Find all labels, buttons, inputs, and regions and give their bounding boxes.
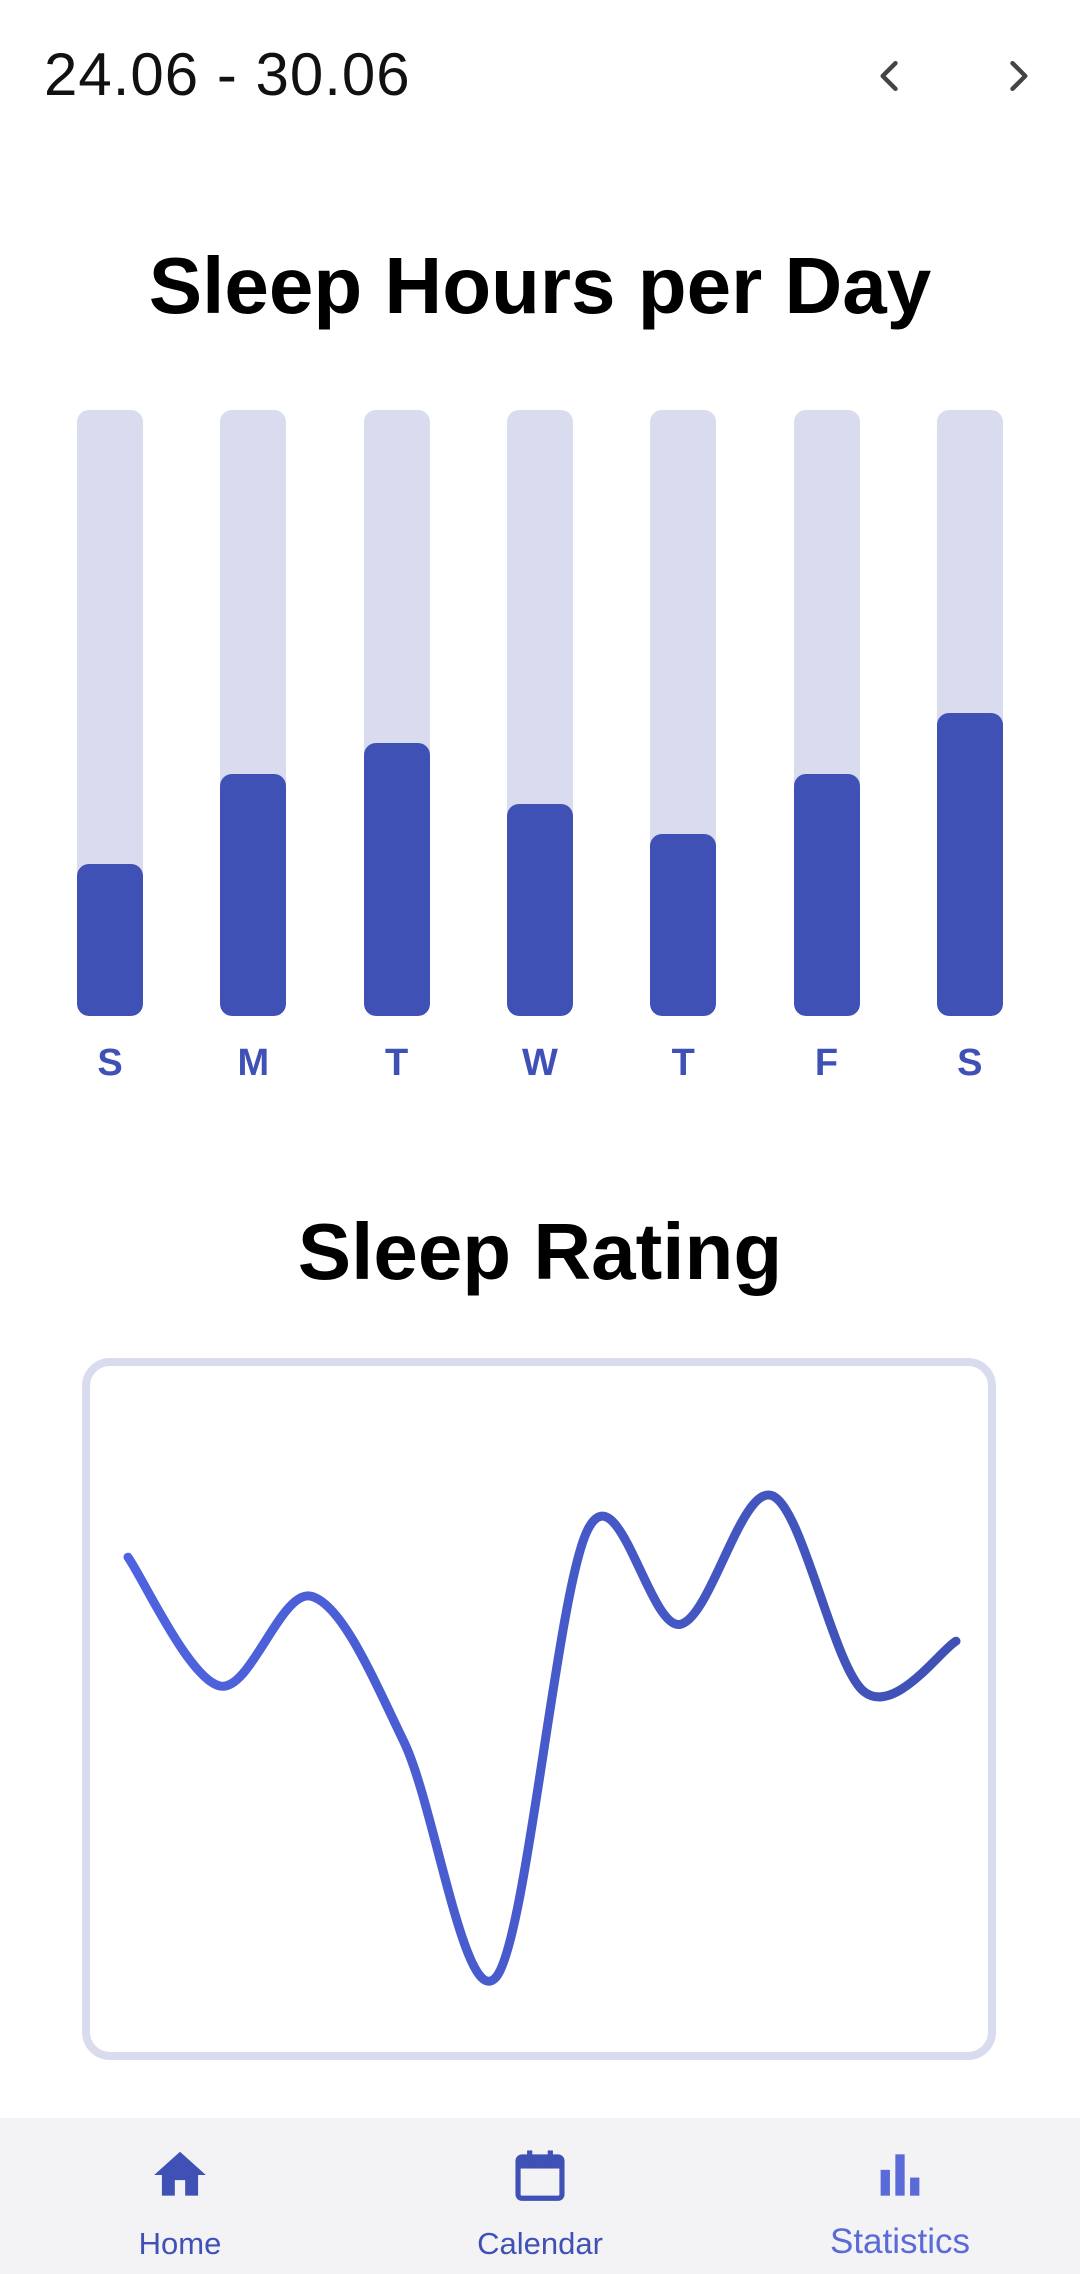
bar-track xyxy=(220,410,287,1016)
previous-week-button[interactable] xyxy=(852,38,928,114)
bar-fill xyxy=(650,834,717,1016)
bar-fill xyxy=(506,804,573,1016)
nav-home-label: Home xyxy=(138,2226,222,2261)
bar-track xyxy=(793,410,860,1016)
bar-track xyxy=(363,410,430,1016)
bar-day-4: T xyxy=(650,410,717,1100)
sleep-rating-series-line xyxy=(123,1490,961,1986)
bar-day-6: S xyxy=(936,410,1003,1100)
bar-day-label: W xyxy=(521,1042,558,1084)
bar-day-label: M xyxy=(237,1042,270,1084)
bar-day-5: F xyxy=(793,410,860,1100)
sleep-rating-line-chart xyxy=(123,1490,961,1986)
bar-day-label: F xyxy=(814,1042,839,1084)
bar-fill xyxy=(793,774,860,1016)
nav-calendar-label: Calendar xyxy=(477,2226,603,2261)
bar-track xyxy=(506,410,573,1016)
bar-day-1: M xyxy=(220,410,287,1100)
bar-day-3: W xyxy=(506,410,573,1100)
calendar-icon xyxy=(515,2150,565,2201)
bottom-navigation: Home Calendar Statistics xyxy=(0,2118,1080,2274)
home-icon xyxy=(154,2151,206,2196)
sleep-rating-chart xyxy=(82,1358,996,2060)
bar-day-label: T xyxy=(384,1042,409,1084)
bar-day-label: S xyxy=(957,1042,983,1084)
bar-day-label: S xyxy=(97,1042,123,1084)
top-bar: 24.06 - 30.06 xyxy=(0,0,1080,150)
bar-day-0: S xyxy=(77,410,143,1100)
bar-fill xyxy=(936,713,1003,1016)
date-range-label: 24.06 - 30.06 xyxy=(44,41,411,108)
next-week-button[interactable] xyxy=(980,38,1056,114)
chevron-right-icon xyxy=(1010,60,1028,92)
bar-track xyxy=(77,410,143,1016)
chevron-left-icon xyxy=(880,60,898,92)
bar-track xyxy=(936,410,1003,1016)
bar-fill xyxy=(77,864,143,1016)
nav-calendar[interactable]: Calendar xyxy=(360,2118,720,2274)
bar-track xyxy=(650,410,717,1016)
bar-day-2: T xyxy=(363,410,430,1100)
nav-home[interactable]: Home xyxy=(0,2118,360,2274)
sleep-hours-title: Sleep Hours per Day xyxy=(148,241,932,330)
bar-fill xyxy=(220,774,287,1016)
nav-statistics[interactable]: Statistics xyxy=(720,2118,1080,2274)
nav-statistics-label: Statistics xyxy=(829,2222,971,2261)
bar-day-label: T xyxy=(671,1042,695,1084)
bar-fill xyxy=(363,743,430,1016)
bar-chart-icon xyxy=(880,2154,920,2196)
sleep-rating-title: Sleep Rating xyxy=(297,1207,783,1296)
